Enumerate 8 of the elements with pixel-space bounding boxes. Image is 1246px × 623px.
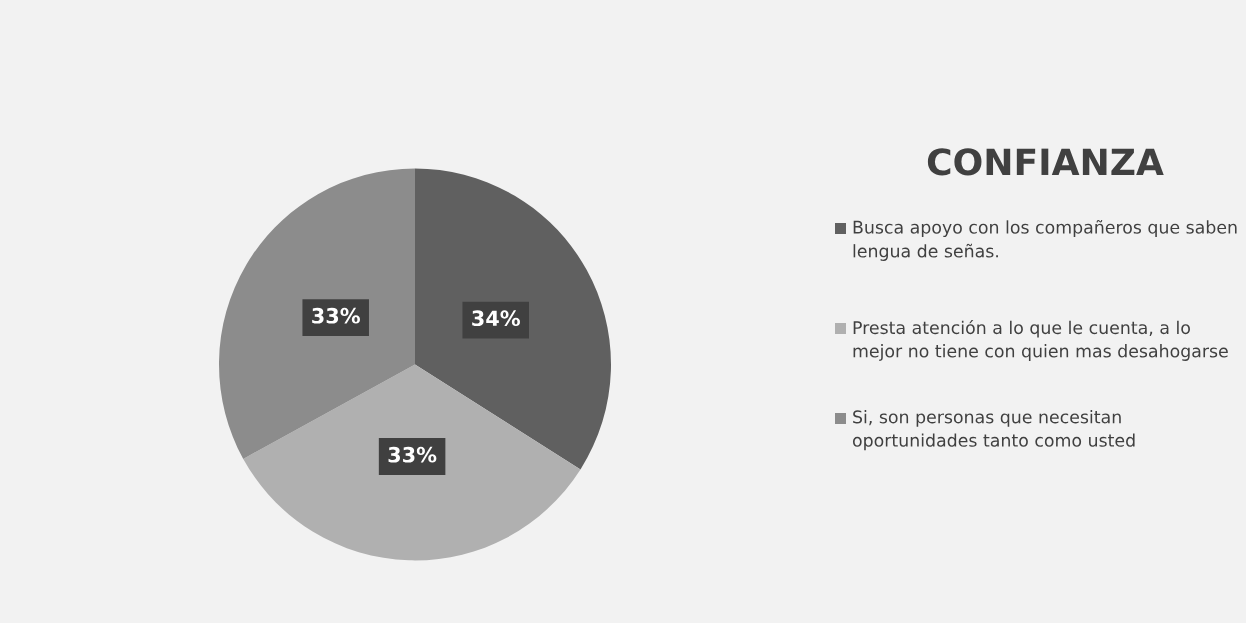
legend-label: Presta atención a lo que le cuenta, a lo mejor no tiene con quien mas desahogarse <box>853 320 1228 361</box>
chart-title: CONFIANZA <box>927 148 1164 176</box>
legend-label: Busca apoyo con los compañeros que saben lengua de señas. <box>853 220 1237 261</box>
pie-slice <box>243 364 581 561</box>
data-label: 34% <box>472 310 520 327</box>
legend-label: Si, son personas que necesitan oportunidades tanto como usted <box>852 410 1135 451</box>
data-label: 33% <box>388 446 437 463</box>
data-label: 33% <box>312 307 360 324</box>
